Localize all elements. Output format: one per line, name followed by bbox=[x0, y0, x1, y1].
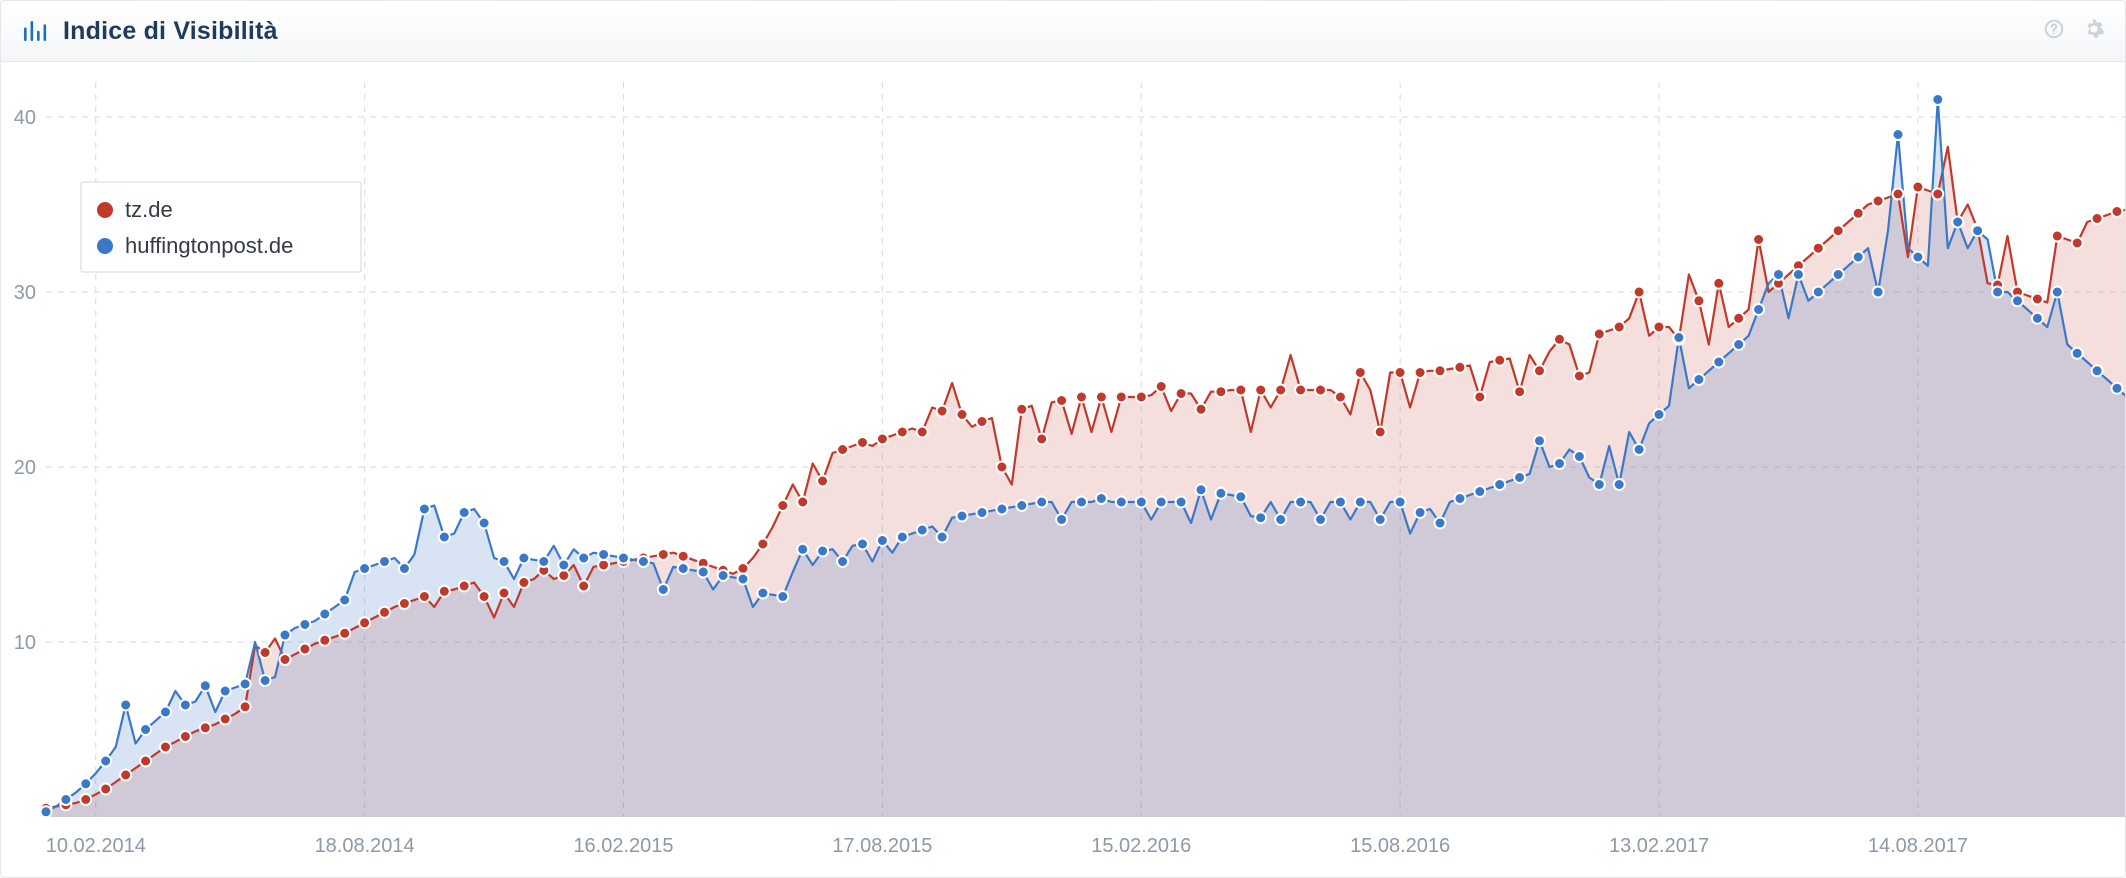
svg-text:13.02.2017: 13.02.2017 bbox=[1609, 835, 1709, 857]
visibility-card: Indice di Visibilità 1020304010.02.20141… bbox=[0, 0, 2126, 878]
bar-chart-icon bbox=[21, 18, 47, 44]
svg-text:tz.de: tz.de bbox=[125, 197, 173, 222]
card-header: Indice di Visibilità bbox=[1, 1, 2125, 62]
svg-text:18.08.2014: 18.08.2014 bbox=[315, 835, 415, 857]
line-chart: 10 20 30 40 10.02.2014 18.08.2014 16.02.2015 17… bbox=[1, 62, 2126, 877]
svg-text:30: 30 bbox=[14, 282, 36, 304]
svg-text:17.08.2015: 17.08.2015 bbox=[832, 835, 932, 857]
svg-text:40: 40 bbox=[14, 107, 36, 129]
chart-area: 10 20 30 40 10.02.2014 18.08.2014 16.02.2015 17… bbox=[1, 62, 2125, 877]
svg-text:16.02.2015: 16.02.2015 bbox=[573, 835, 673, 857]
card-title: Indice di Visibilità bbox=[63, 17, 278, 46]
header-actions bbox=[2043, 18, 2105, 45]
help-icon[interactable] bbox=[2043, 18, 2065, 45]
svg-text:15.02.2016: 15.02.2016 bbox=[1091, 835, 1191, 857]
gear-icon[interactable] bbox=[2083, 18, 2105, 45]
svg-text:20: 20 bbox=[14, 457, 36, 479]
svg-text:10.02.2014: 10.02.2014 bbox=[46, 835, 146, 857]
svg-text:15.08.2016: 15.08.2016 bbox=[1350, 835, 1450, 857]
svg-text:10: 10 bbox=[14, 632, 36, 654]
svg-text:huffingtonpost.de: huffingtonpost.de bbox=[125, 233, 293, 258]
svg-text:14.08.2017: 14.08.2017 bbox=[1868, 835, 1968, 857]
